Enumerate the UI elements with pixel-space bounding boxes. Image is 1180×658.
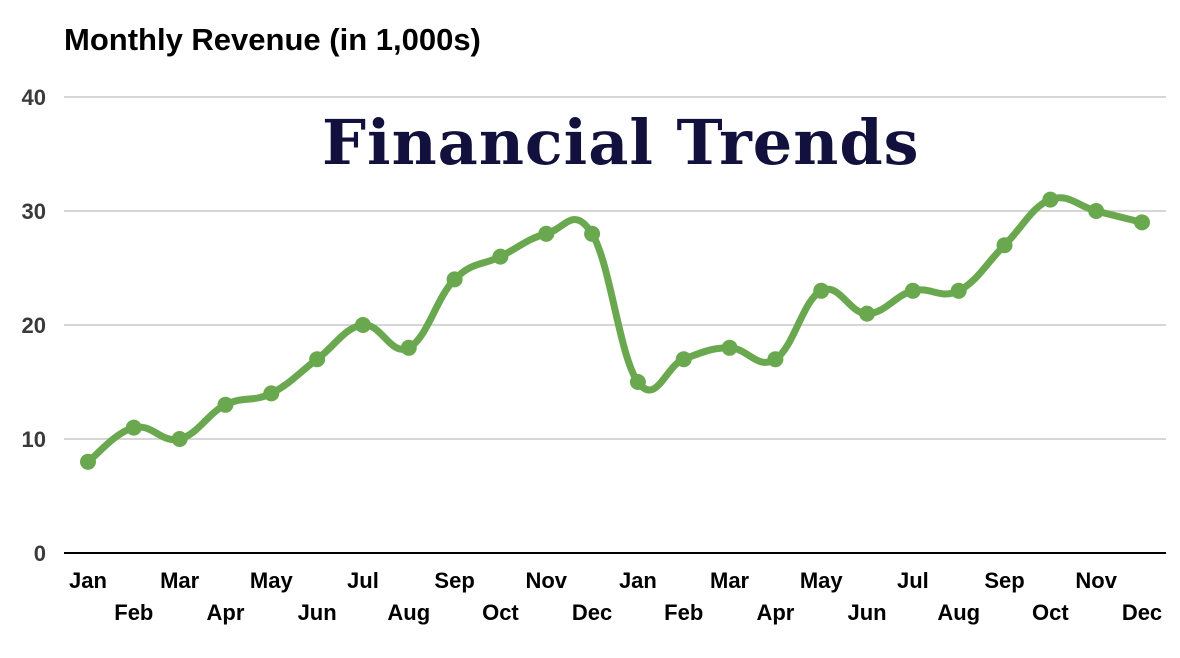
x-tick-label: Aug	[387, 600, 430, 625]
x-tick-label: May	[250, 568, 294, 593]
x-tick-label: Dec	[1122, 600, 1162, 625]
y-tick-label-40: 40	[22, 85, 46, 110]
data-point-jan-12	[629, 374, 646, 390]
data-point-oct-21	[1042, 191, 1059, 208]
data-point-feb-13	[675, 351, 692, 368]
data-point-may-4	[263, 385, 280, 402]
x-tick-label: Dec	[572, 600, 612, 625]
x-tick-label: Oct	[482, 600, 519, 625]
x-tick-label: Jul	[347, 568, 379, 593]
series-line	[84, 194, 1146, 466]
overlay-watermark-title: Financial Trends	[322, 106, 920, 179]
x-tick-label: Oct	[1032, 600, 1069, 625]
data-point-jul-6	[354, 317, 371, 333]
data-point-dec-11	[584, 225, 601, 242]
x-tick-label: Jan	[619, 568, 657, 593]
x-tick-label: Mar	[710, 568, 750, 593]
x-tick-label: Jun	[298, 600, 337, 625]
data-points	[80, 191, 1150, 470]
x-tick-label: Jul	[897, 568, 929, 593]
x-tick-label: Jan	[69, 568, 107, 593]
data-point-jun-17	[859, 305, 876, 322]
series-line-group	[84, 194, 1146, 466]
x-tick-label: Mar	[160, 568, 200, 593]
x-tick-label: May	[800, 568, 844, 593]
data-point-aug-19	[950, 282, 967, 299]
data-point-mar-2	[171, 431, 188, 447]
data-point-nov-10	[538, 225, 555, 242]
data-point-feb-1	[125, 419, 142, 436]
data-point-dec-23	[1134, 214, 1150, 231]
data-point-mar-14	[721, 339, 738, 356]
data-point-jan-0	[80, 453, 96, 470]
x-tick-label: Nov	[525, 568, 567, 593]
x-tick-label: Feb	[114, 600, 153, 625]
data-point-may-16	[813, 282, 830, 299]
y-tick-label-30: 30	[22, 199, 46, 224]
x-tick-label: Apr	[756, 600, 794, 625]
x-tick-label: Jun	[847, 600, 886, 625]
x-tick-label: Aug	[937, 600, 980, 625]
data-point-sep-20	[996, 237, 1013, 254]
data-point-nov-22	[1088, 203, 1105, 219]
x-tick-label: Sep	[434, 568, 474, 593]
data-point-jul-18	[904, 282, 921, 299]
y-axis-ticks: 0 10 20 30 40	[22, 85, 46, 566]
y-tick-label-0: 0	[34, 541, 46, 566]
x-tick-label: Feb	[664, 600, 703, 625]
y-tick-label-10: 10	[22, 427, 46, 452]
chart-title: Monthly Revenue (in 1,000s)	[64, 22, 481, 57]
data-point-apr-15	[767, 351, 784, 368]
x-tick-label: Apr	[207, 600, 245, 625]
x-axis-ticks: JanFebMarAprMayJunJulAugSepOctNovDecJanF…	[69, 568, 1162, 625]
data-point-oct-9	[492, 248, 509, 265]
y-tick-label-20: 20	[22, 313, 46, 338]
data-point-jun-5	[309, 351, 326, 368]
data-point-aug-7	[400, 339, 417, 356]
data-point-sep-8	[446, 271, 463, 288]
data-point-apr-3	[217, 396, 234, 413]
x-tick-label: Sep	[984, 568, 1024, 593]
x-tick-label: Nov	[1075, 568, 1117, 593]
